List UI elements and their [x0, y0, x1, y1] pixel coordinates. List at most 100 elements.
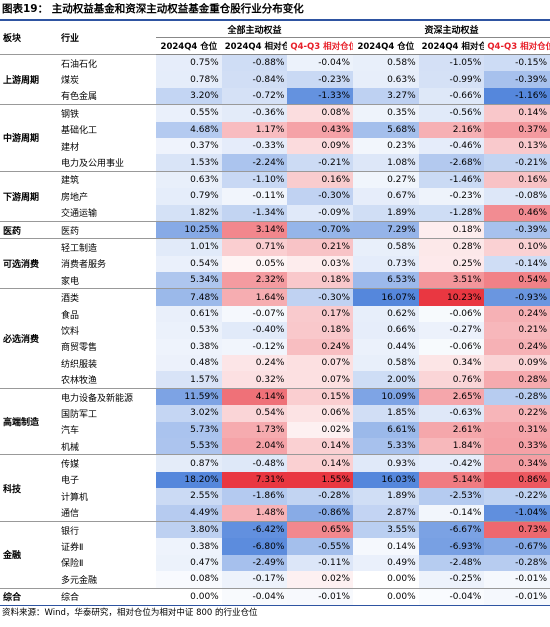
value-cell: 0.15%: [287, 387, 354, 406]
value-cell: 0.28%: [418, 238, 485, 256]
value-cell: 0.33%: [484, 437, 550, 455]
value-cell: -1.04%: [484, 504, 550, 522]
value-cell: 0.16%: [287, 170, 354, 189]
value-cell: 1.89%: [353, 204, 419, 222]
value-cell: 2.16%: [418, 121, 485, 138]
value-cell: 0.14%: [484, 104, 550, 122]
value-cell: 0.75%: [156, 54, 222, 72]
value-cell: 1.73%: [221, 421, 288, 438]
title: 图表19： 主动权益基金和资深主动权益基金重仓股行业分布变化: [0, 0, 550, 21]
value-cell: -0.01%: [484, 571, 550, 588]
value-cell: 0.67%: [353, 188, 419, 205]
value-cell: 5.73%: [156, 421, 222, 438]
value-cell: -0.14%: [484, 255, 550, 273]
value-cell: 0.18%: [287, 272, 354, 289]
value-cell: 0.54%: [156, 255, 222, 273]
sector-cell: 综合: [0, 587, 59, 605]
value-cell: 0.25%: [418, 255, 485, 273]
value-cell: 6.61%: [353, 421, 419, 438]
industry-cell: 计算机: [61, 492, 89, 503]
value-cell: 0.00%: [353, 587, 419, 605]
value-cell: 0.05%: [221, 255, 288, 273]
header-cell: 全部主动权益: [156, 21, 354, 38]
value-cell: 0.47%: [156, 554, 222, 572]
value-cell: 0.49%: [353, 554, 419, 572]
value-cell: 0.00%: [156, 587, 222, 605]
value-cell: -0.06%: [418, 305, 485, 323]
value-cell: -6.67%: [418, 520, 485, 539]
sector-cell: 金融: [0, 520, 59, 588]
industry-cell: 传媒: [58, 454, 157, 472]
header-cell: Q4-Q3 相对仓位变化: [484, 37, 550, 55]
value-cell: -2.48%: [418, 554, 485, 572]
header-cell: 2024Q4 仓位: [156, 37, 222, 55]
value-cell: 0.54%: [221, 405, 288, 422]
value-cell: -0.39%: [484, 71, 550, 88]
value-cell: 0.58%: [353, 238, 419, 256]
value-cell: 0.63%: [156, 170, 222, 189]
header-cell: Q4-Q3 相对仓位变化: [287, 37, 354, 55]
sector-cell: 下游周期: [0, 170, 59, 222]
value-cell: 2.65%: [418, 387, 485, 406]
value-cell: 0.24%: [287, 338, 354, 356]
value-cell: 2.00%: [353, 371, 419, 389]
value-cell: -1.86%: [221, 488, 288, 505]
value-cell: 0.14%: [287, 454, 354, 472]
value-cell: 0.48%: [156, 355, 222, 372]
value-cell: 0.71%: [221, 238, 288, 256]
value-cell: 11.59%: [156, 387, 222, 406]
value-cell: 0.32%: [221, 371, 288, 389]
value-cell: 3.02%: [156, 405, 222, 422]
value-cell: -0.21%: [287, 154, 354, 172]
value-cell: -0.01%: [287, 587, 354, 605]
value-cell: 0.22%: [484, 405, 550, 422]
value-cell: -0.93%: [484, 288, 550, 306]
value-cell: 0.28%: [484, 371, 550, 389]
value-cell: 2.04%: [221, 437, 288, 455]
value-cell: 0.53%: [156, 322, 222, 339]
value-cell: -0.08%: [484, 188, 550, 205]
value-cell: 0.43%: [287, 121, 354, 138]
value-cell: -0.66%: [418, 87, 485, 105]
sector-cell: 必选消费: [0, 288, 59, 389]
value-cell: -0.55%: [287, 538, 354, 555]
industry-cell: 交通运输: [61, 209, 98, 220]
value-cell: 10.23%: [418, 288, 485, 306]
value-cell: 0.46%: [484, 204, 550, 222]
value-cell: 1.48%: [221, 504, 288, 522]
value-cell: 0.61%: [156, 305, 222, 323]
industry-cell: 电力设备及新能源: [58, 387, 157, 406]
value-cell: 0.18%: [418, 220, 485, 239]
value-cell: 7.48%: [156, 288, 222, 306]
value-cell: 0.24%: [221, 355, 288, 372]
industry-cell: 证券Ⅱ: [61, 543, 84, 554]
sector-cell: 科技: [0, 454, 59, 522]
value-cell: -0.42%: [418, 454, 485, 472]
value-cell: 1.17%: [221, 121, 288, 138]
value-cell: 1.57%: [156, 371, 222, 389]
value-cell: -0.33%: [221, 137, 288, 155]
value-cell: 2.55%: [156, 488, 222, 505]
industry-cell: 房地产: [61, 192, 89, 203]
value-cell: 5.68%: [353, 121, 419, 138]
value-cell: 0.02%: [287, 571, 354, 588]
value-cell: 4.14%: [221, 387, 288, 406]
value-cell: -0.07%: [221, 305, 288, 323]
value-cell: -0.17%: [221, 571, 288, 588]
industry-cell: 家电: [61, 276, 80, 287]
value-cell: 6.53%: [353, 272, 419, 289]
value-cell: -1.33%: [287, 87, 354, 105]
value-cell: 18.20%: [156, 471, 222, 489]
value-cell: 0.79%: [156, 188, 222, 205]
value-cell: -1.10%: [221, 170, 288, 189]
value-cell: 3.20%: [156, 87, 222, 105]
value-cell: 0.02%: [287, 421, 354, 438]
value-cell: 1.82%: [156, 204, 222, 222]
value-cell: -2.53%: [418, 488, 485, 505]
value-cell: 2.61%: [418, 421, 485, 438]
industry-cell: 保险Ⅱ: [61, 559, 84, 570]
value-cell: -0.12%: [221, 338, 288, 356]
value-cell: 3.27%: [353, 87, 419, 105]
value-cell: 0.86%: [484, 471, 550, 489]
value-cell: -1.34%: [221, 204, 288, 222]
